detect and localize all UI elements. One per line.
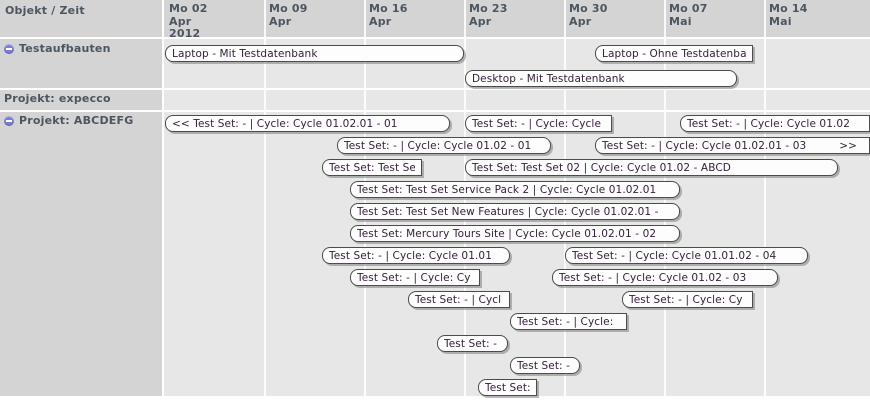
continues-right-indicator: >> (839, 139, 857, 152)
timeline-header-background (164, 0, 870, 37)
gantt-bar-label: Test Set: - | Cycle: Cycle 01.02 (687, 117, 850, 130)
header-date-mo-14-mai: Mo 14 Mai (769, 2, 808, 28)
header-date-line: Apr (169, 14, 192, 28)
gantt-bar-testaufbauten[interactable]: Laptop - Ohne Testdatenba (595, 45, 753, 62)
gantt-bar-projekt-abcdefg[interactable]: Test Set: (478, 379, 537, 396)
gantt-bar-projekt-abcdefg[interactable]: Test Set: - | Cycle: (510, 313, 627, 330)
gantt-bar-label: Laptop - Mit Testdatenbank (172, 47, 318, 60)
gantt-bar-label: Test Set: Test Set 02 | Cycle: Cycle 01.… (472, 161, 731, 174)
column-gridline (764, 0, 766, 396)
gantt-bar-label: Test Set: - (444, 337, 498, 350)
gantt-bar-label: Test Set: Test Se (329, 161, 415, 174)
header-date-mo-09-apr: Mo 09 Apr (269, 2, 308, 28)
header-date-line: Mai (669, 14, 692, 28)
gantt-bar-label: Test Set: - | Cycle: Cy (629, 293, 743, 306)
column-gridline (264, 0, 266, 396)
header-date-line: Mo 09 (269, 2, 308, 15)
row-label-testaufbauten[interactable]: Testaufbauten (4, 42, 111, 55)
gantt-bar-label: Test Set: - | Cycle: Cycle (472, 117, 601, 130)
panel-separator (162, 0, 164, 396)
object-time-header: Objekt / Zeit (5, 4, 85, 17)
gantt-bar-label: Test Set: - | Cycle: Cycle 01.01.02 - 04 (572, 249, 777, 262)
gantt-bar-projekt-abcdefg[interactable]: Test Set: - | Cycle: Cycle 01.02.01 - 03… (595, 137, 870, 154)
gantt-bar-label: Test Set: - | Cycle: Cycle 01.02.01 - 03 (602, 139, 807, 152)
header-date-line: Mo 23 (469, 2, 508, 15)
header-date-mo-07-mai: Mo 07 Mai (669, 2, 708, 28)
row-label-text: Testaufbauten (19, 42, 111, 55)
minus-glyph (6, 47, 12, 50)
gantt-bar-projekt-abcdefg[interactable]: Test Set: Test Set New Features | Cycle:… (350, 203, 680, 220)
gantt-bar-projekt-abcdefg[interactable]: Test Set: - | Cycle: Cycle 01.02 - 03 (552, 269, 778, 286)
row-label-text: Projekt: expecco (4, 92, 111, 105)
gantt-bar-projekt-abcdefg[interactable]: Test Set: Mercury Tours Site | Cycle: Cy… (350, 225, 680, 242)
header-date-line: Apr (569, 14, 592, 28)
gantt-bar-projekt-abcdefg[interactable]: Test Set: Test Set Service Pack 2 | Cycl… (350, 181, 680, 198)
gantt-bar-label: Laptop - Ohne Testdatenba (602, 47, 746, 60)
column-gridline (564, 0, 566, 396)
gantt-bar-label: Test Set: - | Cycle: Cycle 01.02 - 01 (344, 139, 532, 152)
timeline-background (164, 0, 870, 396)
gantt-bar-label: << Test Set: - | Cycle: Cycle 01.02.01 -… (172, 117, 398, 130)
header-date-line: Apr (269, 14, 292, 28)
gantt-bar-projekt-abcdefg[interactable]: Test Set: Test Set 02 | Cycle: Cycle 01.… (465, 159, 838, 176)
gantt-bar-projekt-abcdefg[interactable]: Test Set: Test Se (322, 159, 422, 176)
gantt-bar-label: Test Set: Mercury Tours Site | Cycle: Cy… (357, 227, 657, 240)
gantt-bar-projekt-abcdefg[interactable]: Test Set: - | Cycle: Cycle 01.02 (680, 115, 870, 132)
gantt-bar-projekt-abcdefg[interactable]: Test Set: - | Cycle: Cy (350, 269, 480, 286)
row-label-text: Projekt: ABCDEFG (19, 114, 134, 127)
header-date-line: 2012 (169, 27, 201, 40)
header-date-line: Mo 02 (169, 2, 208, 15)
gantt-bar-label: Test Set: Test Set Service Pack 2 | Cycl… (357, 183, 657, 196)
header-date-line: Mo 16 (369, 2, 408, 15)
gantt-bar-label: Test Set: - | Cycle: Cycle 01.01 (329, 249, 492, 262)
gantt-bar-label: Test Set: - | Cycle: Cycle 01.02 - 03 (559, 271, 747, 284)
header-date-line: Mo 30 (569, 2, 608, 15)
minus-glyph (6, 119, 12, 122)
gantt-bar-projekt-abcdefg[interactable]: Test Set: - | Cycle: Cycle (465, 115, 612, 132)
gantt-bar-projekt-abcdefg[interactable]: Test Set: - | Cycle: Cycle 01.02 - 01 (337, 137, 551, 154)
gantt-bar-projekt-abcdefg[interactable]: Test Set: - (437, 335, 508, 352)
collapse-minus-icon[interactable] (4, 115, 14, 126)
gantt-bar-label: Test Set: (485, 381, 530, 394)
gantt-bar-testaufbauten[interactable]: Desktop - Mit Testdatenbank (465, 70, 737, 87)
column-gridline (364, 0, 366, 396)
column-gridline (664, 0, 666, 396)
gantt-bar-label: Test Set: - | Cycl (415, 293, 502, 306)
gantt-bar-testaufbauten[interactable]: Laptop - Mit Testdatenbank (165, 45, 464, 62)
header-date-mo-23-apr: Mo 23 Apr (469, 2, 508, 28)
row-label-projekt-expecco: Projekt: expecco (4, 92, 111, 105)
header-date-mo-16-apr: Mo 16 Apr (369, 2, 408, 28)
band-separator (0, 110, 870, 112)
gantt-bar-projekt-abcdefg[interactable]: << Test Set: - | Cycle: Cycle 01.02.01 -… (165, 115, 450, 132)
gantt-bar-label: Test Set: - (517, 359, 571, 372)
header-date-line: Mo 14 (769, 2, 808, 15)
header-date-line: Mai (769, 14, 792, 28)
gantt-bar-projekt-abcdefg[interactable]: Test Set: - | Cycl (408, 291, 510, 308)
gantt-bar-projekt-abcdefg[interactable]: Test Set: - (510, 357, 580, 374)
gantt-bar-projekt-abcdefg[interactable]: Test Set: - | Cycle: Cycle 01.01.02 - 04 (565, 247, 808, 264)
gantt-bar-label: Test Set: Test Set New Features | Cycle:… (357, 205, 659, 218)
row-label-projekt-abcdefg[interactable]: Projekt: ABCDEFG (4, 114, 133, 127)
header-date-mo-02-apr-2012: Mo 02 Apr 2012 (169, 2, 208, 41)
gantt-bar-label: Test Set: - | Cycle: (517, 315, 614, 328)
header-date-line: Apr (469, 14, 492, 28)
gantt-bar-projekt-abcdefg[interactable]: Test Set: - | Cycle: Cy (622, 291, 753, 308)
gantt-bar-label: Desktop - Mit Testdatenbank (472, 72, 625, 85)
object-column-background (0, 0, 162, 396)
band-separator (0, 88, 870, 90)
header-date-mo-30-apr: Mo 30 Apr (569, 2, 608, 28)
gantt-bar-projekt-abcdefg[interactable]: Test Set: - | Cycle: Cycle 01.01 (322, 247, 510, 264)
band-separator (0, 37, 870, 39)
header-date-line: Mo 07 (669, 2, 708, 15)
collapse-minus-icon[interactable] (4, 43, 14, 54)
gantt-bar-label: Test Set: - | Cycle: Cy (357, 271, 471, 284)
column-gridline (464, 0, 466, 396)
header-date-line: Apr (369, 14, 392, 28)
